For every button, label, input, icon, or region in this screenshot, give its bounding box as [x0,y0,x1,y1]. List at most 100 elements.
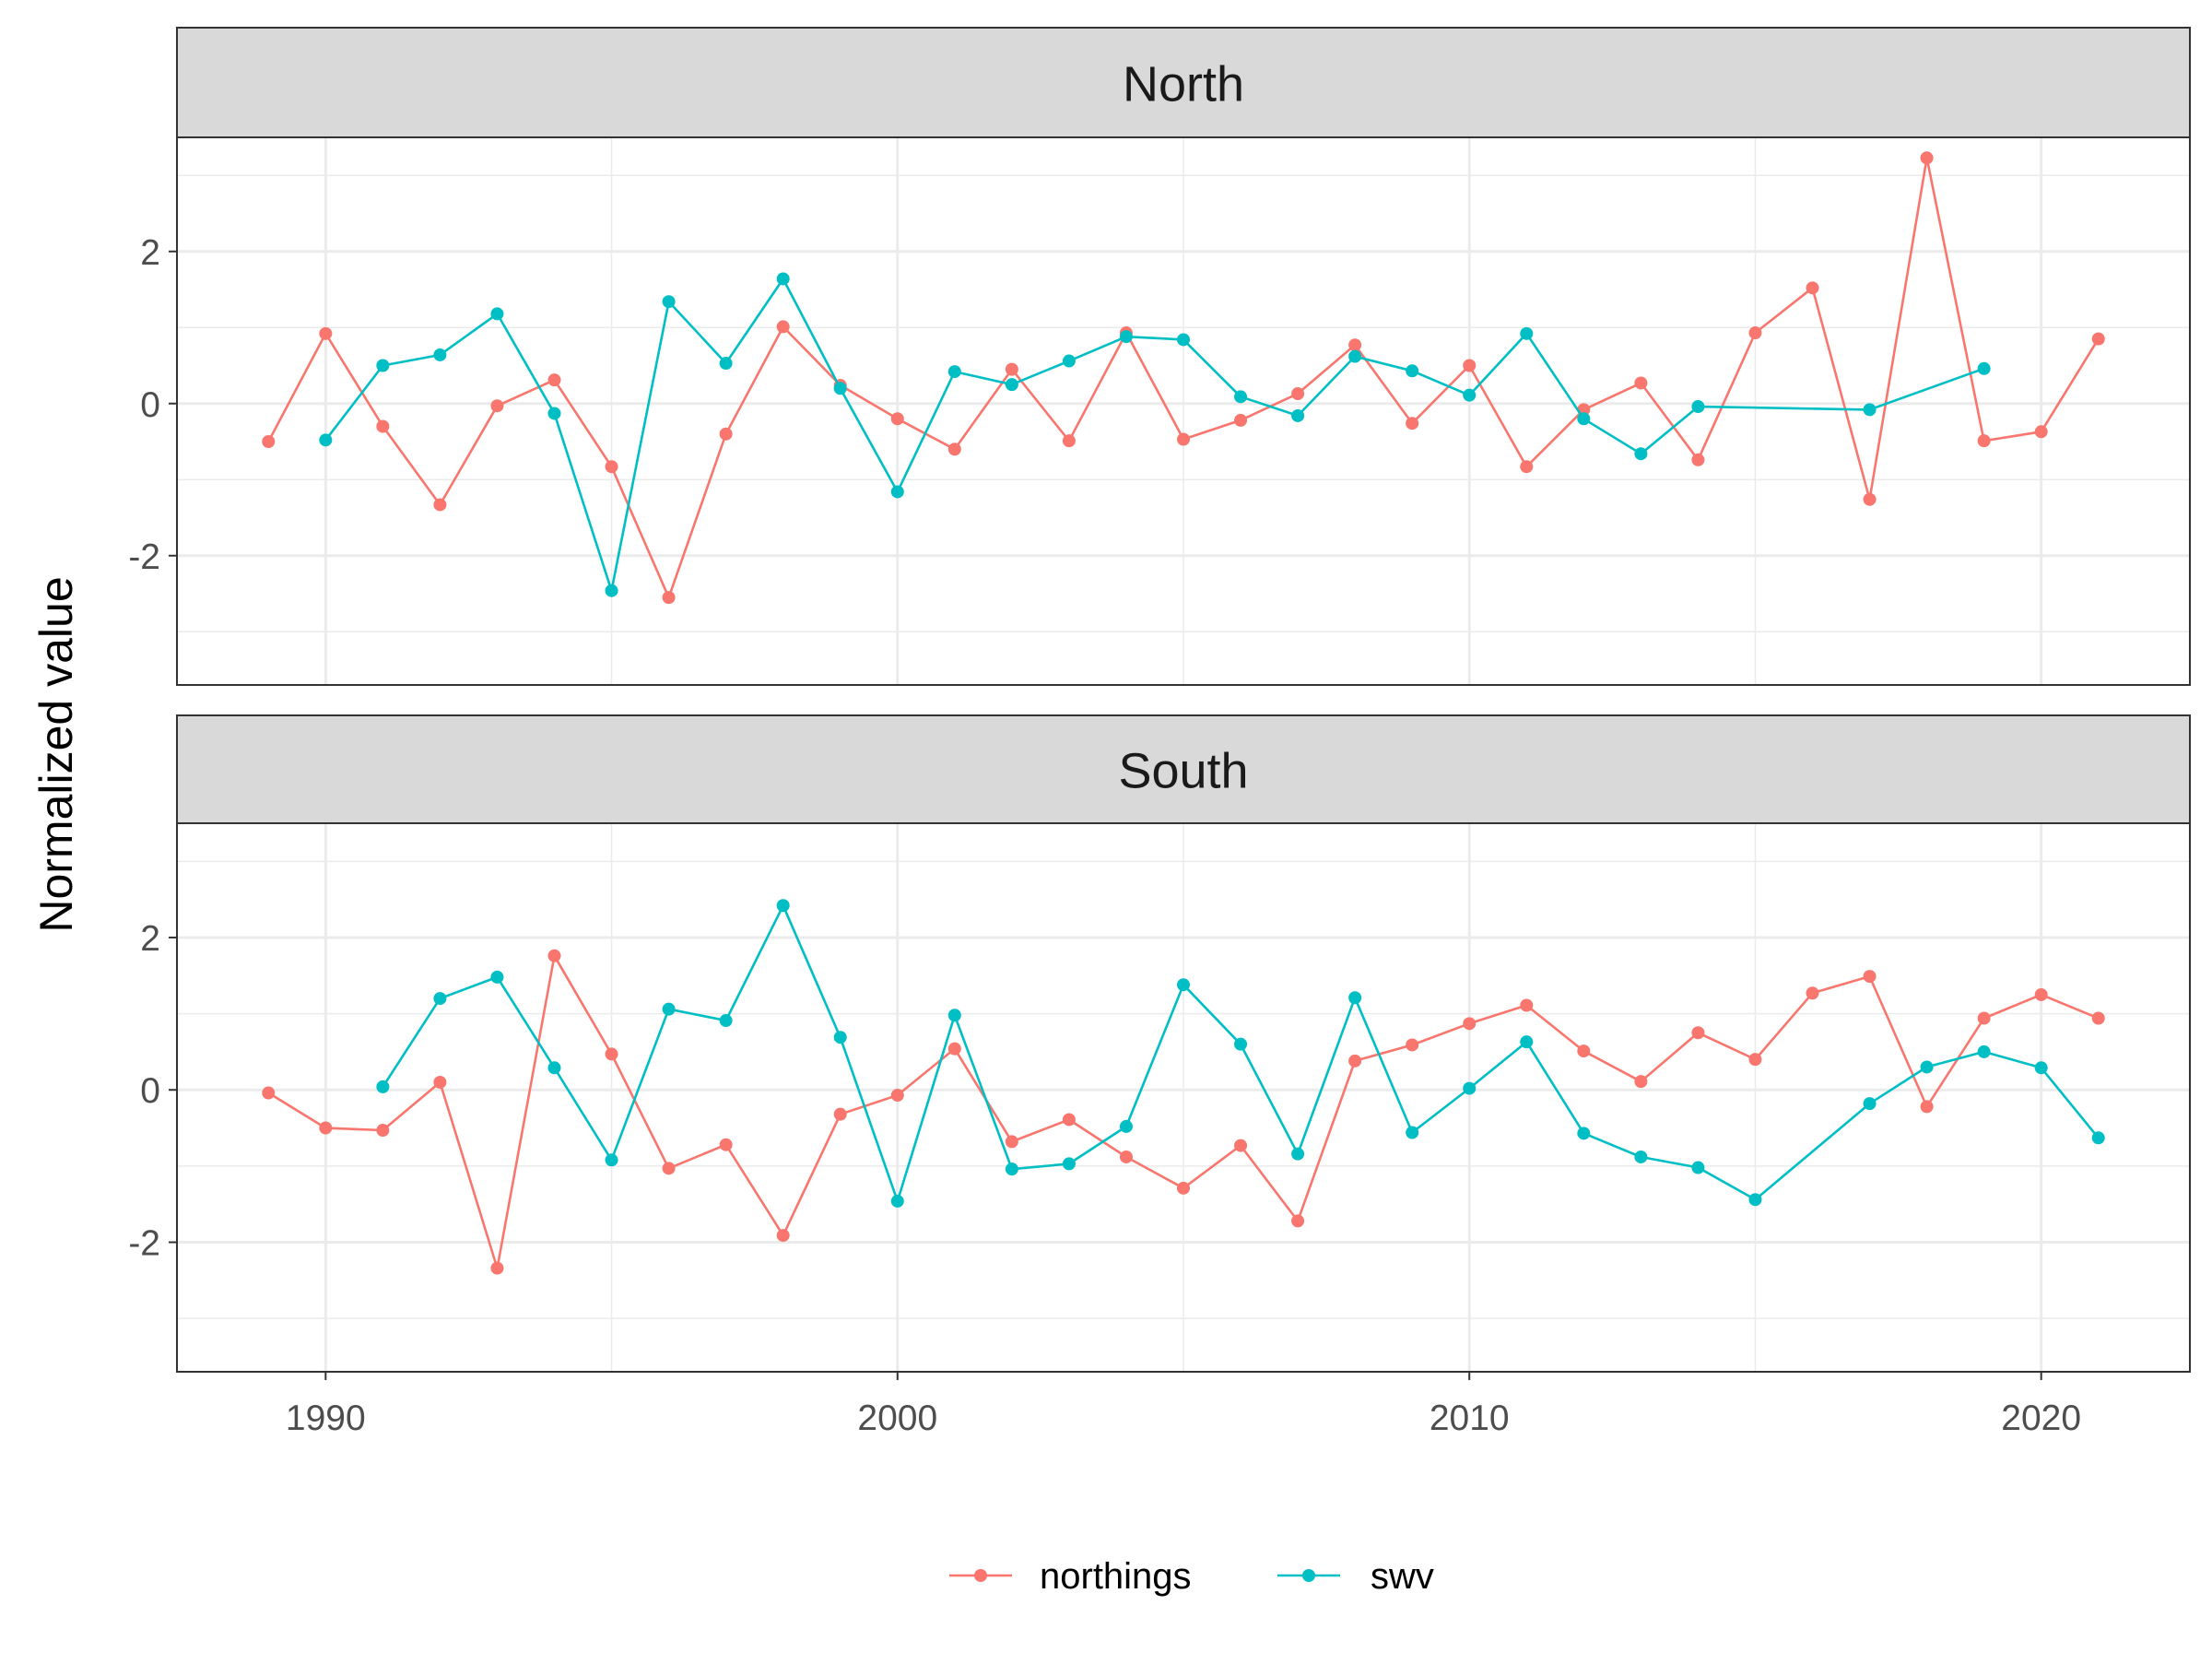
data-point-northings [490,399,504,413]
data-point-swv [1520,326,1534,340]
data-point-swv [1005,1162,1018,1176]
y-tick-label: 0 [140,385,160,425]
legend-key-point [1302,1569,1315,1582]
data-point-swv [833,382,847,395]
data-point-northings [1062,434,1076,448]
data-point-northings [947,443,961,456]
data-point-northings [1520,460,1534,474]
data-point-northings [662,1162,676,1175]
data-point-swv [1977,361,1991,375]
data-point-northings [1691,453,1705,466]
data-point-swv [319,433,333,447]
data-point-northings [605,460,618,474]
legend: northings swv [949,1556,1434,1597]
panel-south: South -2 0 2 [128,714,2191,1373]
data-point-swv [1177,978,1190,992]
data-point-northings [1348,338,1362,352]
data-point-northings [776,1229,790,1243]
data-point-northings [1119,1150,1133,1163]
data-point-northings [2091,1011,2105,1025]
y-tick-label: -2 [128,537,160,577]
data-point-northings [1406,1038,1419,1052]
data-point-swv [947,365,961,379]
data-point-swv [890,1194,904,1208]
data-point-swv [833,1031,847,1044]
facet-strip [176,714,2191,824]
data-point-northings [1177,1181,1190,1195]
data-point-swv [1348,991,1362,1005]
y-tick-label: 0 [140,1071,160,1111]
data-point-swv [1863,403,1877,417]
data-point-swv [1062,1157,1076,1171]
data-point-swv [605,584,618,597]
y-axis-title: Normalized value [30,576,82,932]
data-point-northings [833,1107,847,1121]
data-point-northings [433,498,447,512]
data-point-swv [1463,1081,1477,1095]
data-point-swv [1634,1150,1648,1163]
data-point-swv [1691,1161,1705,1174]
data-point-northings [1806,986,1819,1000]
data-point-swv [1634,447,1648,461]
x-tick-label: 1990 [286,1398,366,1438]
data-point-northings [1348,1054,1362,1068]
data-point-northings [1406,417,1419,431]
data-point-swv [2091,1131,2105,1145]
data-point-northings [1748,326,1762,340]
data-point-swv [1005,378,1018,392]
data-point-swv [1748,1193,1762,1207]
data-point-swv [1348,349,1362,363]
data-point-swv [605,1153,618,1167]
legend-key-point [974,1569,987,1582]
facet-title: South [1118,744,1248,799]
data-point-northings [719,1138,733,1151]
data-point-northings [262,1086,276,1100]
data-point-northings [1863,970,1877,984]
data-point-swv [1062,354,1076,368]
data-point-swv [1577,1127,1591,1140]
data-point-northings [262,435,276,448]
data-point-northings [1005,362,1018,376]
data-point-swv [1406,364,1419,378]
data-point-swv [947,1009,961,1022]
data-point-northings [605,1047,618,1061]
data-point-swv [1520,1035,1534,1049]
data-point-swv [376,1080,390,1093]
legend-label: swv [1371,1556,1434,1597]
data-point-swv [1406,1126,1419,1139]
data-point-northings [1806,281,1819,295]
data-point-swv [776,899,790,913]
data-point-northings [319,326,333,340]
data-point-swv [2034,1061,2048,1075]
data-point-swv [719,357,733,371]
data-point-northings [433,1075,447,1089]
data-point-northings [319,1121,333,1135]
data-point-swv [490,307,504,321]
y-tick-label: 2 [140,919,160,959]
data-point-northings [776,320,790,334]
data-point-northings [490,1261,504,1275]
data-point-swv [1291,408,1305,422]
x-tick-label: 2000 [857,1398,937,1438]
x-tick-label: 2010 [1430,1398,1510,1438]
data-point-swv [490,970,504,984]
facet-title: North [1123,57,1244,112]
data-point-northings [662,591,676,605]
data-point-northings [1291,1214,1305,1228]
y-tick-label: -2 [128,1224,160,1264]
data-point-swv [776,272,790,286]
data-point-northings [1520,998,1534,1012]
data-point-northings [1977,1011,1991,1025]
data-point-northings [1234,1139,1248,1152]
facet-strip [176,27,2191,138]
data-point-swv [1234,1037,1248,1051]
series-line-swv [382,903,2100,1203]
data-point-northings [1463,359,1477,372]
data-point-northings [719,427,733,441]
data-point-northings [547,373,561,387]
data-point-swv [1463,388,1477,402]
data-point-northings [1291,387,1305,401]
data-point-northings [547,949,561,962]
